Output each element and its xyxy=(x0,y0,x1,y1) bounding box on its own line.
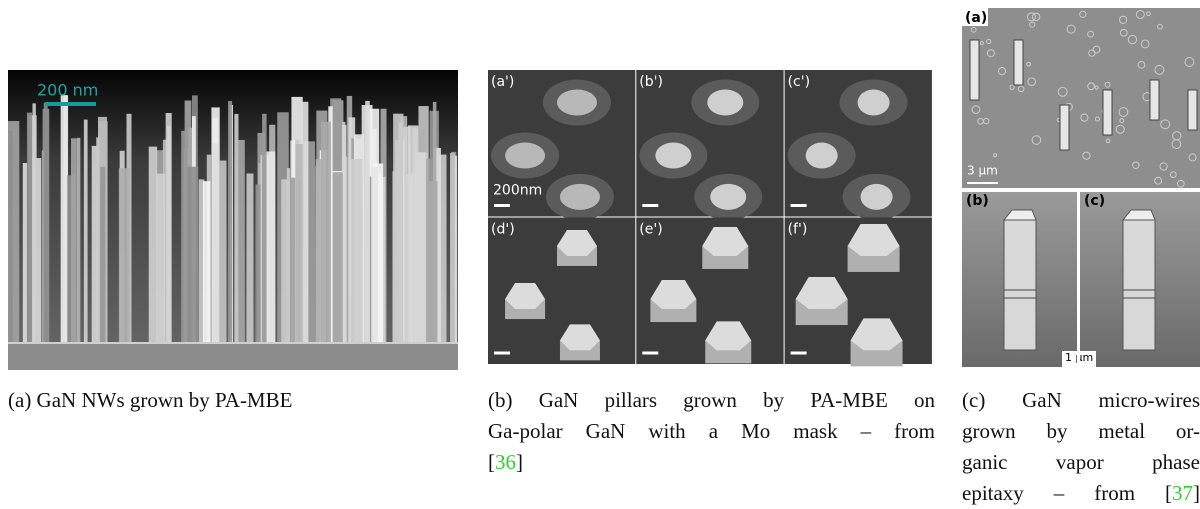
sub-label: (b') xyxy=(639,74,663,90)
scale-label: 3 μm xyxy=(967,164,998,178)
pillar-top xyxy=(861,184,893,210)
caption-line: epitaxy – from [37] xyxy=(962,478,1200,509)
microwire-image xyxy=(962,8,1200,367)
citation: 36 xyxy=(495,450,516,474)
nanowire xyxy=(71,138,77,345)
nanowire xyxy=(27,113,32,345)
caption-line: ganic vapor phase xyxy=(962,447,1200,478)
caption-line: grown by metal or- xyxy=(962,416,1200,447)
caption-line: (b) GaN pillars grown by PA-MBE on xyxy=(488,385,935,416)
caption-line: Ga-polar GaN with a Mo mask – from xyxy=(488,416,935,447)
scale-label: 200 nm xyxy=(37,81,98,100)
nanowire xyxy=(450,153,455,345)
sub-label: (a') xyxy=(491,74,514,90)
nanowire xyxy=(187,167,198,345)
nanowire xyxy=(84,120,88,345)
nanowire xyxy=(203,181,210,345)
figure-images: 200 nm (a') (b') (c') (d') (e') (f') 200nm (a) (… xyxy=(0,0,1200,372)
caption-b: (b) GaN pillars grown by PA-MBE onGa-pol… xyxy=(488,385,935,478)
micro-wire xyxy=(1103,90,1112,135)
scale-label: 200nm xyxy=(493,183,542,199)
nanowire xyxy=(262,114,266,345)
citation: 37 xyxy=(1172,481,1193,505)
nanowire xyxy=(238,140,244,345)
micro-wire xyxy=(1060,105,1069,150)
caption-text: ] xyxy=(516,450,523,474)
caption-text: epitaxy – from [ xyxy=(962,481,1172,505)
nanowire xyxy=(365,101,370,345)
nanowire xyxy=(351,159,363,345)
nanowire xyxy=(228,101,232,345)
page: 200 nm (a') (b') (c') (d') (e') (f') 200nm (a) (… xyxy=(0,0,1200,502)
nanowire xyxy=(64,95,67,345)
caption-text: ] xyxy=(1193,481,1200,505)
micro-wire xyxy=(1123,220,1155,350)
caption-text: (a) GaN NWs grown by PA-MBE xyxy=(8,388,292,412)
nanowire xyxy=(23,163,28,345)
nanowire xyxy=(281,179,289,345)
nanowire xyxy=(246,173,253,345)
nanowire xyxy=(213,143,219,345)
nanowire-image xyxy=(8,70,458,370)
micro-wire xyxy=(1188,90,1197,130)
caption-a: (a) GaN NWs grown by PA-MBE xyxy=(8,385,458,416)
nanowire xyxy=(321,122,331,345)
nanowire xyxy=(371,167,378,345)
pillar-top xyxy=(858,89,890,115)
sub-label: (f') xyxy=(788,222,808,238)
sub-image xyxy=(962,8,1200,188)
nanowire xyxy=(316,159,322,345)
caption-line: (c) GaN micro-wires xyxy=(962,385,1200,416)
micro-wire xyxy=(970,40,979,100)
micro-wire xyxy=(1014,40,1023,85)
nanowire xyxy=(100,167,105,345)
pillar-top xyxy=(710,184,746,210)
nanowire xyxy=(9,131,13,345)
sub-label: (e') xyxy=(639,222,662,238)
pillar-image xyxy=(488,70,932,366)
nanowire xyxy=(156,174,165,345)
caption-line: (a) GaN NWs grown by PA-MBE xyxy=(8,385,458,416)
sub-label: (d') xyxy=(491,222,515,238)
nanowire xyxy=(149,147,157,345)
pillar-top xyxy=(806,143,838,169)
caption-text: [ xyxy=(488,450,495,474)
nanowire xyxy=(234,114,238,345)
pillar-top xyxy=(560,184,600,210)
substrate xyxy=(8,343,458,370)
sub-label: (c') xyxy=(788,74,810,90)
nanowire xyxy=(166,113,172,345)
pillar-top xyxy=(655,143,691,169)
sub-label: (b) xyxy=(966,193,989,209)
caption-line: [36] xyxy=(488,447,935,478)
nanowire xyxy=(119,168,130,345)
nanowire xyxy=(342,125,346,345)
pillar-top xyxy=(557,89,597,115)
nanowire xyxy=(296,144,303,345)
nanowire xyxy=(32,103,35,345)
nanowire xyxy=(96,137,99,345)
micro-wire xyxy=(1150,80,1159,120)
nanowire xyxy=(44,103,48,345)
nanowire xyxy=(427,181,438,345)
nanowire xyxy=(408,125,418,345)
nanowire xyxy=(332,172,343,345)
pillar-top xyxy=(505,143,545,169)
sub-label: (c) xyxy=(1084,193,1105,209)
nanowire xyxy=(393,114,403,345)
sub-label: (a) xyxy=(965,10,987,26)
micro-wire xyxy=(1004,220,1036,350)
nanowire xyxy=(181,131,187,345)
pillar-top xyxy=(707,89,743,115)
nanowire xyxy=(77,138,80,345)
